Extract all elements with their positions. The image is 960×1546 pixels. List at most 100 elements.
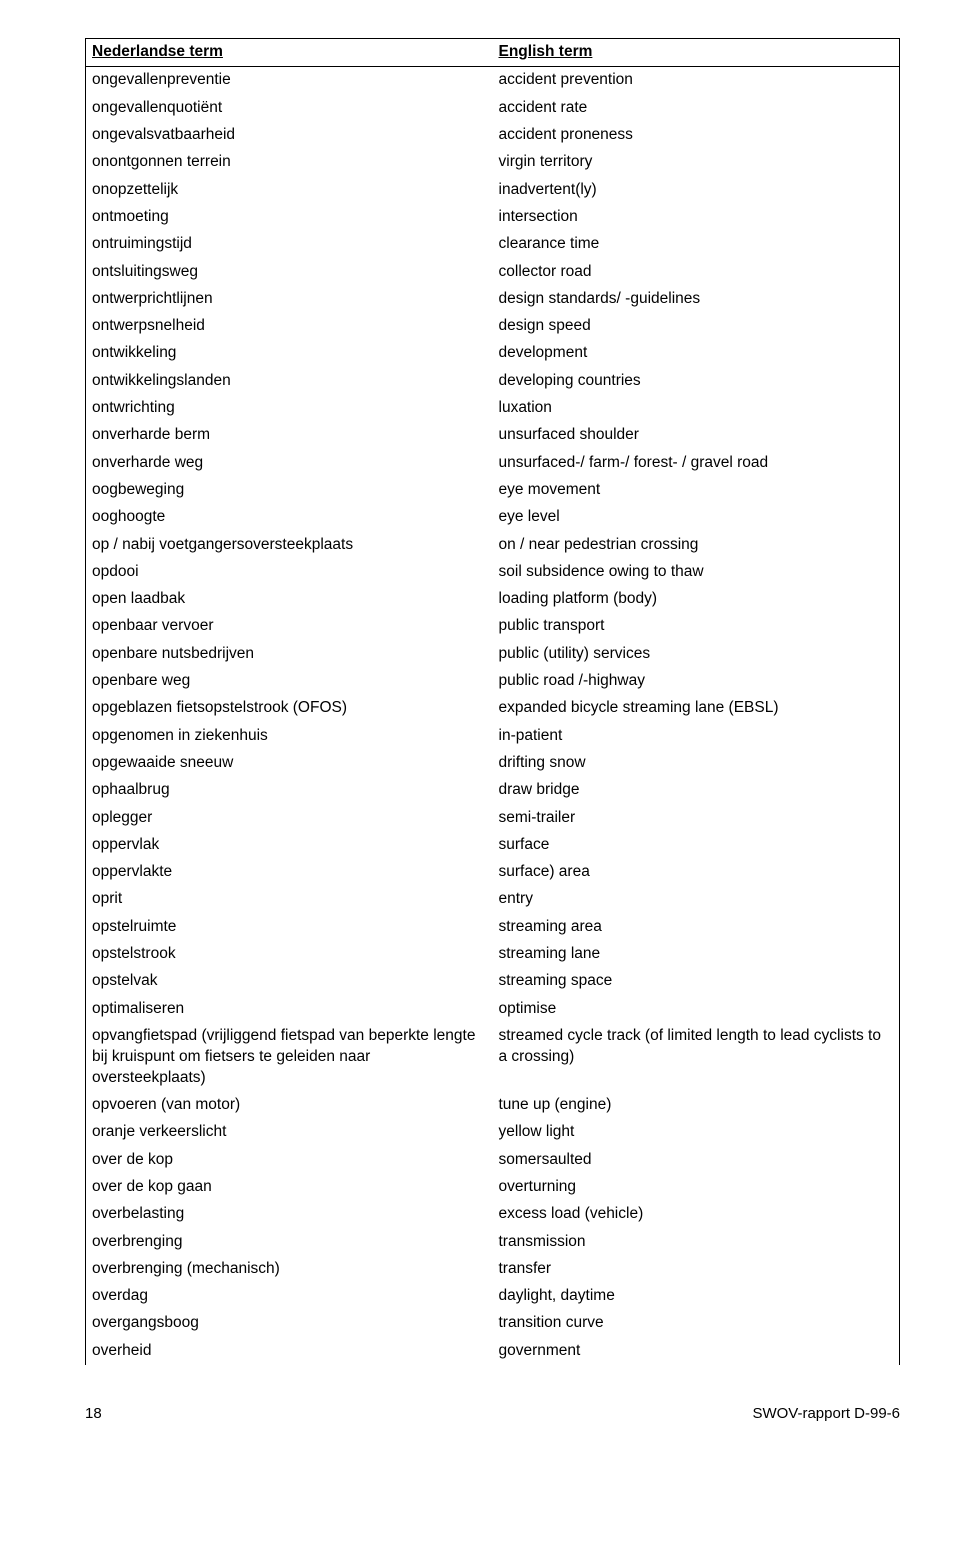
table-row: ongevalsvatbaarheidaccident proneness bbox=[86, 122, 900, 149]
cell-en: collector road bbox=[493, 258, 900, 285]
table-row: over de kopsomersaulted bbox=[86, 1146, 900, 1173]
cell-nl: openbaar vervoer bbox=[86, 613, 493, 640]
cell-en: development bbox=[493, 340, 900, 367]
cell-nl: overdag bbox=[86, 1283, 493, 1310]
cell-nl: openbare weg bbox=[86, 668, 493, 695]
cell-en: unsurfaced-/ farm-/ forest- / gravel roa… bbox=[493, 449, 900, 476]
cell-en: public (utility) services bbox=[493, 641, 900, 668]
table-row: opdooisoil subsidence owing to thaw bbox=[86, 559, 900, 586]
cell-nl: opstelvak bbox=[86, 968, 493, 995]
cell-en: eye level bbox=[493, 504, 900, 531]
report-id: SWOV-rapport D-99-6 bbox=[752, 1405, 900, 1422]
cell-nl: ontwikkelingslanden bbox=[86, 368, 493, 395]
table-row: op / nabij voetgangersoversteekplaatson … bbox=[86, 531, 900, 558]
cell-nl: onverharde weg bbox=[86, 449, 493, 476]
cell-nl: overgangsboog bbox=[86, 1310, 493, 1337]
cell-nl: opstelstrook bbox=[86, 941, 493, 968]
cell-nl: ontwerpsnelheid bbox=[86, 313, 493, 340]
cell-en: in-patient bbox=[493, 722, 900, 749]
cell-en: inadvertent(ly) bbox=[493, 176, 900, 203]
cell-en: draw bridge bbox=[493, 777, 900, 804]
table-row: ontwrichtingluxation bbox=[86, 395, 900, 422]
cell-nl: ooghoogte bbox=[86, 504, 493, 531]
header-nl: Nederlandse term bbox=[86, 39, 493, 67]
table-row: over de kop gaanoverturning bbox=[86, 1174, 900, 1201]
table-row: onontgonnen terreinvirgin territory bbox=[86, 149, 900, 176]
cell-en: loading platform (body) bbox=[493, 586, 900, 613]
table-row: ontwikkelingslandendeveloping countries bbox=[86, 368, 900, 395]
cell-en: eye movement bbox=[493, 477, 900, 504]
table-row: overheidgovernment bbox=[86, 1338, 900, 1365]
table-row: opgenomen in ziekenhuisin-patient bbox=[86, 722, 900, 749]
table-row: open laadbakloading platform (body) bbox=[86, 586, 900, 613]
table-row: oppervlaktesurface) area bbox=[86, 859, 900, 886]
page-number: 18 bbox=[85, 1405, 102, 1422]
table-row: overbrengingtransmission bbox=[86, 1228, 900, 1255]
table-row: ontwerpsnelheiddesign speed bbox=[86, 313, 900, 340]
table-row: optimaliserenoptimise bbox=[86, 995, 900, 1022]
table-row: overgangsboogtransition curve bbox=[86, 1310, 900, 1337]
cell-en: streaming area bbox=[493, 914, 900, 941]
table-row: onverharde wegunsurfaced-/ farm-/ forest… bbox=[86, 449, 900, 476]
cell-en: transition curve bbox=[493, 1310, 900, 1337]
cell-nl: opgeblazen fietsopstelstrook (OFOS) bbox=[86, 695, 493, 722]
table-row: ongevallenpreventieaccident prevention bbox=[86, 67, 900, 95]
cell-en: entry bbox=[493, 886, 900, 913]
cell-nl: overbelasting bbox=[86, 1201, 493, 1228]
cell-nl: onverharde berm bbox=[86, 422, 493, 449]
cell-nl: ongevalsvatbaarheid bbox=[86, 122, 493, 149]
cell-en: design speed bbox=[493, 313, 900, 340]
cell-nl: onontgonnen terrein bbox=[86, 149, 493, 176]
cell-nl: opgenomen in ziekenhuis bbox=[86, 722, 493, 749]
cell-nl: ontwikkeling bbox=[86, 340, 493, 367]
cell-en: streaming space bbox=[493, 968, 900, 995]
cell-en: surface) area bbox=[493, 859, 900, 886]
cell-en: accident proneness bbox=[493, 122, 900, 149]
table-row: opvangfietspad (vrijliggend fietspad van… bbox=[86, 1023, 900, 1092]
cell-en: streamed cycle track (of limited length … bbox=[493, 1023, 900, 1092]
cell-nl: openbare nutsbedrijven bbox=[86, 641, 493, 668]
table-row: ontmoetingintersection bbox=[86, 204, 900, 231]
cell-nl: op / nabij voetgangersoversteekplaats bbox=[86, 531, 493, 558]
cell-en: daylight, daytime bbox=[493, 1283, 900, 1310]
table-row: opgewaaide sneeuwdrifting snow bbox=[86, 750, 900, 777]
table-row: oppervlaksurface bbox=[86, 832, 900, 859]
cell-en: accident prevention bbox=[493, 67, 900, 95]
cell-en: public road /-highway bbox=[493, 668, 900, 695]
cell-nl: oranje verkeerslicht bbox=[86, 1119, 493, 1146]
cell-nl: overbrenging (mechanisch) bbox=[86, 1256, 493, 1283]
cell-nl: ontmoeting bbox=[86, 204, 493, 231]
table-row: openbare wegpublic road /-highway bbox=[86, 668, 900, 695]
cell-en: expanded bicycle streaming lane (EBSL) bbox=[493, 695, 900, 722]
table-row: ontruimingstijdclearance time bbox=[86, 231, 900, 258]
table-row: ontsluitingswegcollector road bbox=[86, 258, 900, 285]
cell-en: soil subsidence owing to thaw bbox=[493, 559, 900, 586]
cell-nl: ontsluitingsweg bbox=[86, 258, 493, 285]
cell-en: transfer bbox=[493, 1256, 900, 1283]
cell-nl: oprit bbox=[86, 886, 493, 913]
cell-en: surface bbox=[493, 832, 900, 859]
cell-en: intersection bbox=[493, 204, 900, 231]
cell-en: overturning bbox=[493, 1174, 900, 1201]
cell-nl: onopzettelijk bbox=[86, 176, 493, 203]
cell-en: design standards/ -guidelines bbox=[493, 286, 900, 313]
cell-nl: oppervlakte bbox=[86, 859, 493, 886]
cell-nl: oppervlak bbox=[86, 832, 493, 859]
cell-en: accident rate bbox=[493, 95, 900, 122]
cell-nl: opgewaaide sneeuw bbox=[86, 750, 493, 777]
cell-en: public transport bbox=[493, 613, 900, 640]
table-row: overbelastingexcess load (vehicle) bbox=[86, 1201, 900, 1228]
cell-nl: oogbeweging bbox=[86, 477, 493, 504]
cell-nl: optimaliseren bbox=[86, 995, 493, 1022]
cell-en: streaming lane bbox=[493, 941, 900, 968]
table-row: ontwerprichtlijnendesign standards/ -gui… bbox=[86, 286, 900, 313]
cell-nl: over de kop gaan bbox=[86, 1174, 493, 1201]
cell-nl: ophaalbrug bbox=[86, 777, 493, 804]
cell-nl: opstelruimte bbox=[86, 914, 493, 941]
page-footer: 18 SWOV-rapport D-99-6 bbox=[85, 1405, 900, 1422]
cell-en: drifting snow bbox=[493, 750, 900, 777]
cell-nl: overheid bbox=[86, 1338, 493, 1365]
table-row: oogbewegingeye movement bbox=[86, 477, 900, 504]
cell-en: developing countries bbox=[493, 368, 900, 395]
table-row: overdagdaylight, daytime bbox=[86, 1283, 900, 1310]
